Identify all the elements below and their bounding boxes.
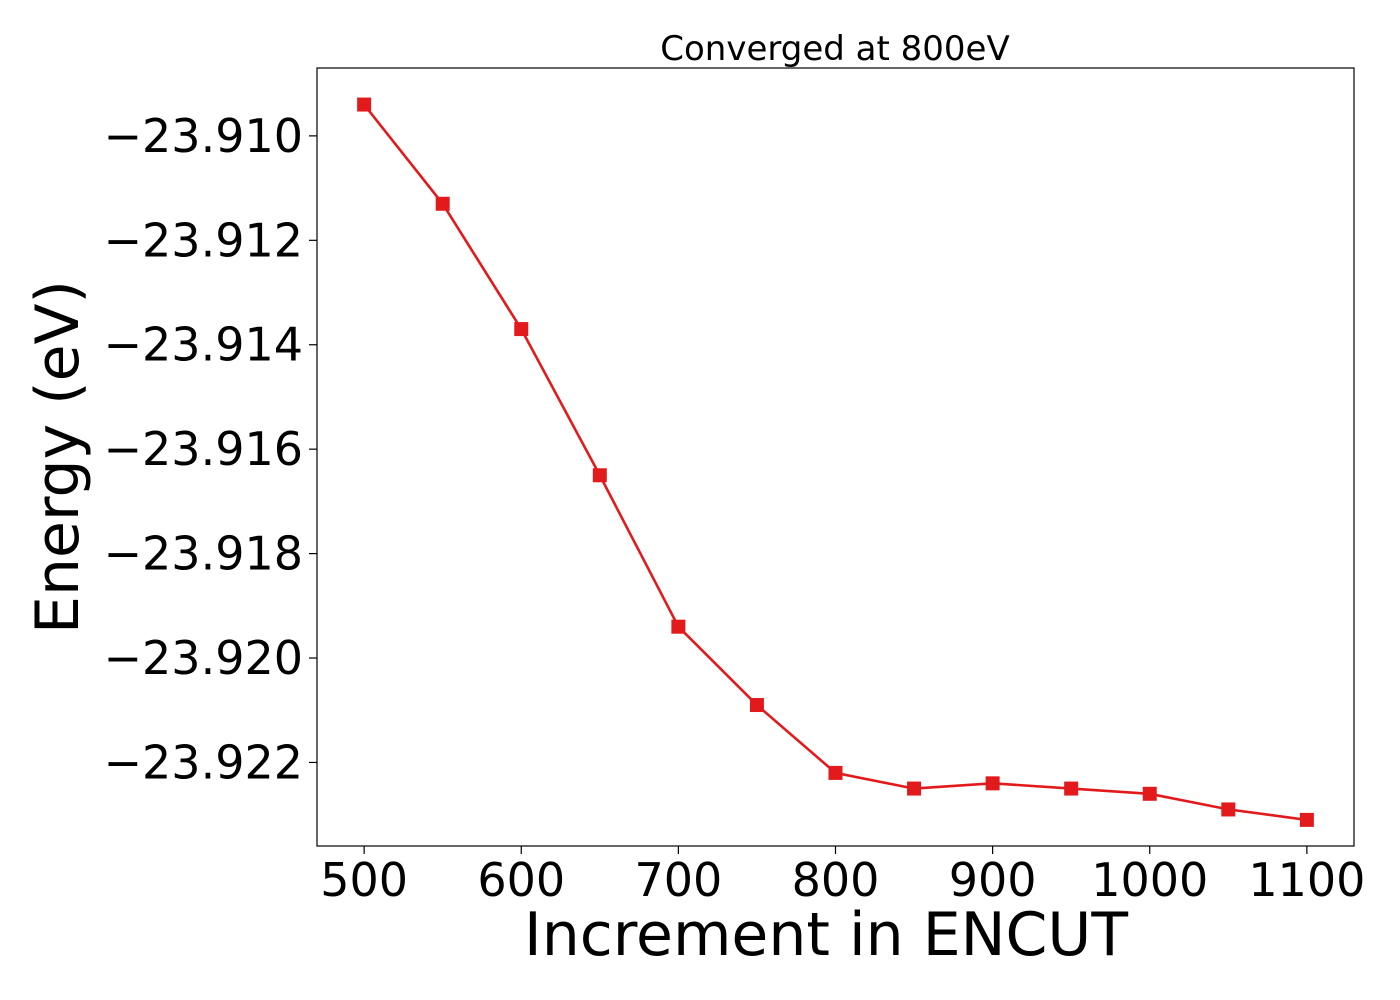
data-point-marker	[514, 322, 529, 337]
y-axis-title: Energy (eV)	[23, 280, 93, 634]
x-tick-label: 600	[477, 853, 565, 907]
x-tick-label: 800	[792, 853, 880, 907]
y-tick-label: −23.910	[104, 109, 304, 163]
data-point-marker	[592, 468, 607, 483]
plot-area	[357, 97, 1314, 827]
data-point-marker	[828, 765, 843, 780]
data-point-marker	[1064, 781, 1079, 796]
data-point-marker	[357, 97, 372, 112]
y-tick-label: −23.914	[104, 318, 304, 372]
data-point-marker	[1142, 786, 1157, 801]
data-point-marker	[1221, 802, 1236, 817]
x-tick-label: 700	[634, 853, 722, 907]
data-point-marker	[671, 619, 686, 634]
x-tick-label: 900	[949, 853, 1037, 907]
x-tick-label: 1100	[1248, 853, 1365, 907]
x-axis-title: Increment in ENCUT	[524, 900, 1128, 970]
y-tick-label: −23.920	[104, 631, 304, 685]
x-tick-label: 500	[320, 853, 408, 907]
x-axis: 500 600 700 800 900 1000 1100	[320, 846, 1365, 907]
chart-title: Converged at 800eV	[660, 29, 1009, 69]
data-point-marker	[749, 698, 764, 713]
y-tick-label: −23.916	[104, 422, 304, 476]
data-point-marker	[1299, 812, 1314, 827]
y-tick-label: −23.922	[104, 735, 304, 789]
y-tick-label: −23.912	[104, 213, 304, 267]
data-point-marker	[907, 781, 922, 796]
y-tick-label: −23.918	[104, 527, 304, 581]
data-point-marker	[985, 776, 1000, 791]
x-tick-label: 1000	[1091, 853, 1208, 907]
data-point-marker	[435, 196, 450, 211]
y-axis: −23.910 −23.912 −23.914 −23.916 −23.918 −23.9…	[104, 109, 317, 789]
